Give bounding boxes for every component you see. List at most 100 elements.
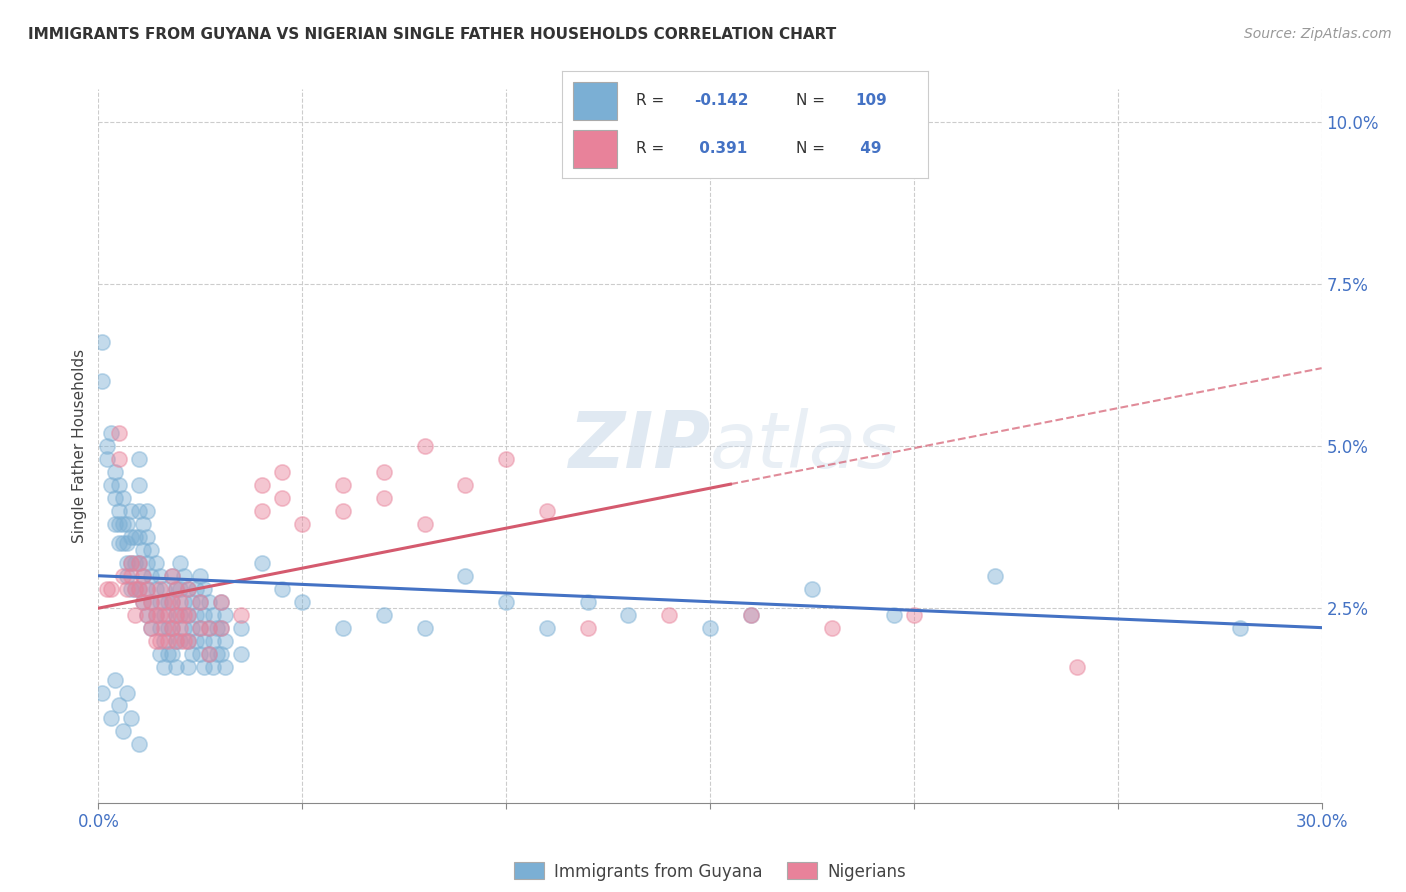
Point xyxy=(115,516,138,531)
Text: 109: 109 xyxy=(855,94,887,108)
Point xyxy=(177,582,200,596)
Point xyxy=(111,516,134,531)
Point xyxy=(145,582,167,596)
Point xyxy=(165,582,187,596)
Point xyxy=(136,607,159,622)
Point xyxy=(100,478,122,492)
Point xyxy=(149,568,172,582)
Point xyxy=(120,568,142,582)
Point xyxy=(250,478,273,492)
Point xyxy=(111,491,134,505)
Point xyxy=(152,607,174,622)
Point xyxy=(186,633,208,648)
Point xyxy=(160,595,183,609)
Point xyxy=(201,659,224,673)
Point xyxy=(111,568,134,582)
Point xyxy=(214,633,236,648)
Point xyxy=(177,607,200,622)
Point xyxy=(214,659,236,673)
Point xyxy=(495,452,517,467)
Point xyxy=(111,536,134,550)
Point xyxy=(169,621,191,635)
Point xyxy=(108,516,131,531)
Text: Source: ZipAtlas.com: Source: ZipAtlas.com xyxy=(1244,27,1392,41)
Point xyxy=(128,582,150,596)
Point xyxy=(197,595,219,609)
Point xyxy=(332,621,354,635)
Point xyxy=(209,595,232,609)
Point xyxy=(209,647,232,661)
Point xyxy=(152,633,174,648)
Point xyxy=(173,607,195,622)
Point xyxy=(115,582,138,596)
Point xyxy=(270,582,294,596)
Point xyxy=(145,633,167,648)
Y-axis label: Single Father Households: Single Father Households xyxy=(72,349,87,543)
Text: R =: R = xyxy=(636,142,669,156)
Point xyxy=(209,621,232,635)
Point xyxy=(205,647,228,661)
Point xyxy=(177,659,200,673)
Point xyxy=(145,607,167,622)
Point xyxy=(270,465,294,479)
Text: -0.142: -0.142 xyxy=(695,94,748,108)
Point xyxy=(152,659,174,673)
Point xyxy=(801,582,824,596)
Point xyxy=(231,621,253,635)
Point xyxy=(214,607,236,622)
Point xyxy=(108,478,131,492)
Point xyxy=(454,568,477,582)
Point xyxy=(576,621,599,635)
Point xyxy=(100,582,122,596)
Point xyxy=(165,607,187,622)
Point xyxy=(188,621,212,635)
Legend: Immigrants from Guyana, Nigerians: Immigrants from Guyana, Nigerians xyxy=(508,855,912,888)
Point xyxy=(115,536,138,550)
Point xyxy=(124,582,146,596)
Point xyxy=(177,607,200,622)
Point xyxy=(188,568,212,582)
Point xyxy=(141,542,163,557)
Point xyxy=(984,568,1007,582)
Point xyxy=(108,452,131,467)
Point xyxy=(188,647,212,661)
Point xyxy=(136,607,159,622)
Point xyxy=(250,504,273,518)
Point xyxy=(120,556,142,570)
Point xyxy=(156,607,179,622)
Point xyxy=(141,568,163,582)
Point xyxy=(205,621,228,635)
Point xyxy=(821,621,844,635)
Point xyxy=(132,568,155,582)
Point xyxy=(132,516,155,531)
Point xyxy=(165,607,187,622)
Point xyxy=(108,504,131,518)
Point xyxy=(188,621,212,635)
Point xyxy=(132,595,155,609)
Point xyxy=(231,607,253,622)
Point xyxy=(173,568,195,582)
Point xyxy=(108,536,131,550)
Point xyxy=(173,621,195,635)
Point xyxy=(149,621,172,635)
Point xyxy=(197,621,219,635)
Point xyxy=(152,621,174,635)
Point xyxy=(169,607,191,622)
Point xyxy=(270,491,294,505)
Point xyxy=(96,582,118,596)
Point xyxy=(149,595,172,609)
Text: ZIP: ZIP xyxy=(568,408,710,484)
Point xyxy=(152,595,174,609)
Point xyxy=(883,607,905,622)
Point xyxy=(136,582,159,596)
Point xyxy=(160,568,183,582)
Point xyxy=(291,595,314,609)
Point xyxy=(91,685,114,699)
Point xyxy=(115,685,138,699)
Point xyxy=(165,582,187,596)
Point xyxy=(156,647,179,661)
Point xyxy=(177,633,200,648)
Point xyxy=(197,647,219,661)
Point xyxy=(188,595,212,609)
Point xyxy=(156,595,179,609)
